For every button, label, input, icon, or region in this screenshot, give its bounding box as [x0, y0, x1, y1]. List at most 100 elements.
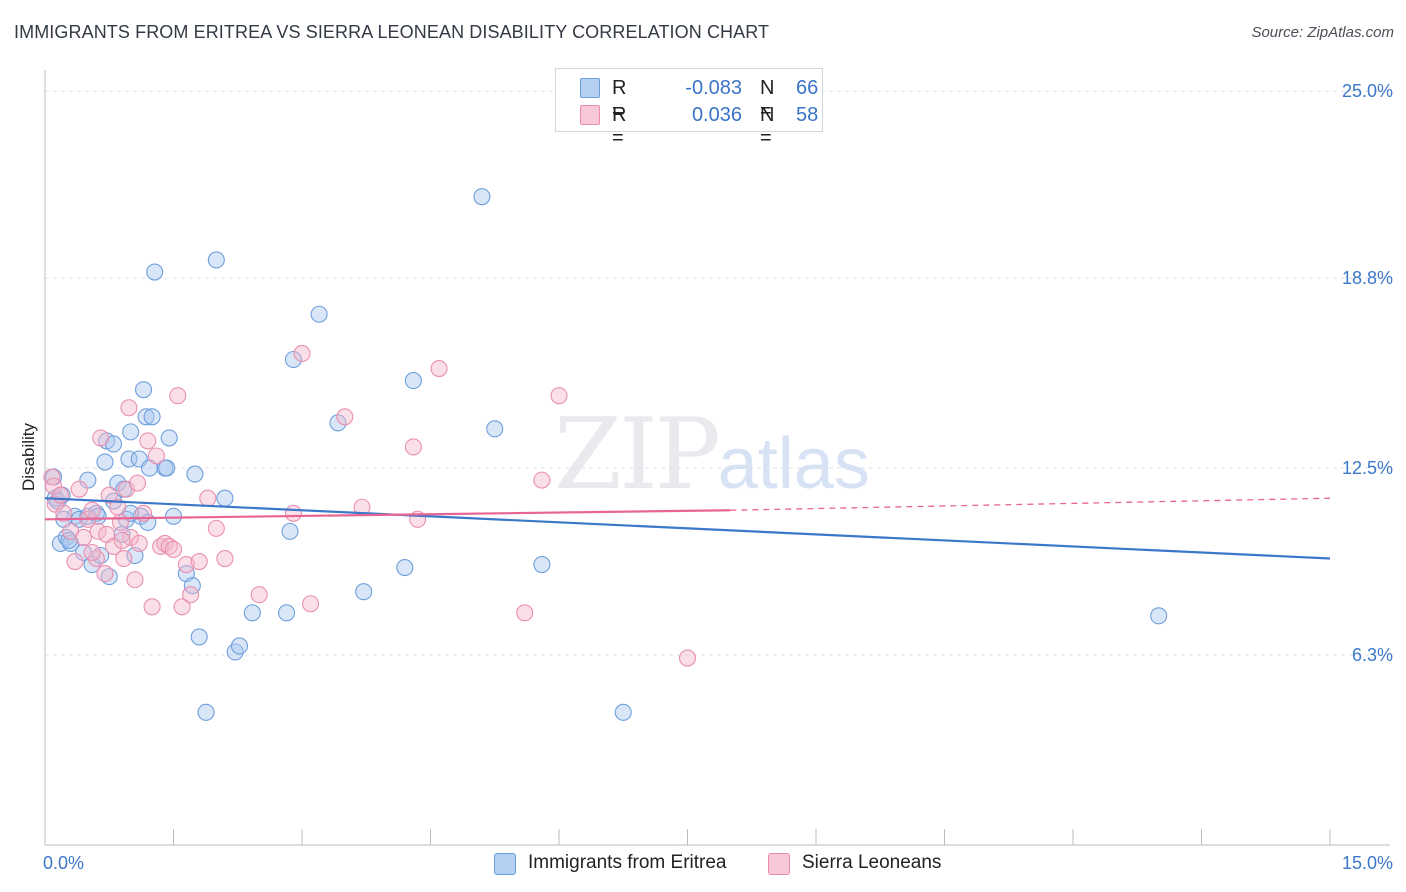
- legend-r-label: R =: [612, 77, 627, 122]
- point-eritrea: [158, 459, 176, 477]
- point-eritrea: [310, 305, 328, 323]
- legend-n-label: N =: [760, 77, 775, 122]
- point-sierra-leonean: [70, 480, 88, 498]
- trend-line-sierra-leonean: [44, 509, 731, 521]
- point-eritrea: [486, 420, 504, 438]
- point-sierra-leonean: [216, 549, 234, 568]
- point-sierra-leonean: [130, 534, 148, 552]
- point-eritrea: [230, 637, 249, 655]
- point-eritrea: [190, 628, 208, 646]
- point-sierra-leonean: [147, 447, 165, 465]
- x-tick-label: 0.0%: [43, 853, 84, 873]
- point-eritrea: [329, 414, 347, 432]
- y-tick-label: 12.5%: [1342, 458, 1393, 478]
- point-sierra-leonean: [182, 586, 200, 604]
- point-eritrea: [278, 604, 296, 622]
- point-sierra-leonean: [83, 543, 101, 562]
- legend-swatch-eritrea: [580, 78, 600, 98]
- point-eritrea: [614, 703, 632, 721]
- y-tick-label: 25.0%: [1342, 81, 1393, 101]
- point-sierra-leonean: [173, 598, 191, 616]
- point-sierra-leonean: [533, 471, 551, 489]
- y-axis-label: Disability: [19, 422, 38, 491]
- legend-r-value: -0.083: [685, 77, 742, 99]
- watermark-zip: ZIP: [554, 398, 721, 512]
- point-eritrea: [1150, 607, 1168, 625]
- point-eritrea: [143, 408, 161, 426]
- point-sierra-leonean: [113, 531, 131, 549]
- watermark: ZIPatlas: [554, 398, 870, 512]
- point-sierra-leonean: [115, 549, 133, 568]
- data-points: [43, 188, 1168, 721]
- point-eritrea: [197, 703, 215, 721]
- point-sierra-leonean: [111, 513, 129, 531]
- point-eritrea: [137, 408, 155, 426]
- point-sierra-leonean: [120, 399, 138, 417]
- source-label: Source: ZipAtlas.com: [1251, 24, 1394, 41]
- point-eritrea: [281, 522, 299, 540]
- point-eritrea: [216, 489, 234, 507]
- point-sierra-leonean: [516, 604, 534, 622]
- point-sierra-leonean: [293, 344, 311, 363]
- bottom-legend-label-eritrea: Immigrants from Eritrea: [528, 852, 727, 873]
- point-eritrea: [122, 423, 140, 441]
- point-sierra-leonean: [51, 486, 69, 504]
- point-eritrea: [207, 251, 225, 269]
- point-eritrea: [243, 604, 261, 622]
- point-sierra-leonean: [190, 552, 208, 571]
- axes: [44, 70, 1390, 846]
- x-tick-label: 15.0%: [1342, 853, 1393, 873]
- point-sierra-leonean: [164, 540, 183, 559]
- point-sierra-leonean: [75, 528, 93, 546]
- point-eritrea: [79, 471, 97, 489]
- bottom-legend-swatch-sierra-leonean: [768, 853, 790, 875]
- point-eritrea: [396, 559, 414, 577]
- axis-labels: 6.3% 12.5% 18.8% 25.0% 0.0% 15.0% Disability: [19, 81, 1393, 873]
- point-sierra-leonean: [96, 565, 114, 583]
- y-tick-label: 6.3%: [1352, 645, 1393, 665]
- point-sierra-leonean: [92, 429, 110, 447]
- point-eritrea: [186, 465, 204, 483]
- point-sierra-leonean: [126, 571, 144, 589]
- chart-title: IMMIGRANTS FROM ERITREA VS SIERRA LEONEA…: [14, 22, 770, 42]
- point-sierra-leonean: [45, 477, 63, 495]
- bottom-legend-swatch-eritrea: [494, 853, 516, 875]
- trend-line-eritrea: [44, 497, 1331, 560]
- point-eritrea: [96, 453, 114, 471]
- y-tick-label: 18.8%: [1342, 268, 1393, 288]
- point-sierra-leonean: [139, 432, 157, 450]
- point-sierra-leonean: [199, 489, 217, 507]
- legend-n-label: N =: [760, 104, 775, 149]
- point-eritrea: [134, 381, 153, 399]
- point-sierra-leonean: [250, 586, 268, 604]
- point-sierra-leonean: [100, 486, 118, 504]
- point-sierra-leonean: [104, 537, 123, 556]
- point-sierra-leonean: [83, 501, 101, 519]
- grid-lines: [45, 90, 1390, 656]
- legend-swatch-sierra-leonean: [580, 105, 600, 125]
- point-eritrea: [404, 372, 422, 390]
- legend-r-label: R =: [612, 104, 627, 149]
- point-sierra-leonean: [207, 519, 225, 537]
- point-sierra-leonean: [177, 556, 195, 574]
- legend-n-value: 58: [796, 104, 819, 126]
- point-sierra-leonean: [143, 598, 161, 616]
- point-eritrea: [284, 350, 302, 369]
- point-eritrea: [473, 188, 491, 206]
- point-eritrea: [120, 450, 138, 468]
- point-eritrea: [533, 556, 551, 574]
- point-sierra-leonean: [678, 649, 697, 667]
- legend-n-value: 66: [796, 77, 819, 99]
- legend-r-value: 0.036: [691, 104, 742, 126]
- point-eritrea: [160, 429, 178, 447]
- watermark-atlas: atlas: [717, 424, 870, 504]
- point-sierra-leonean: [284, 504, 302, 522]
- point-sierra-leonean: [46, 495, 64, 513]
- point-eritrea: [146, 263, 164, 281]
- point-eritrea: [132, 507, 150, 525]
- correlation-legend: R = -0.083 N = 66 R = 0.036 N = 58: [555, 68, 823, 149]
- trend-lines: [44, 497, 1331, 560]
- point-sierra-leonean: [336, 408, 354, 426]
- point-sierra-leonean: [404, 438, 422, 456]
